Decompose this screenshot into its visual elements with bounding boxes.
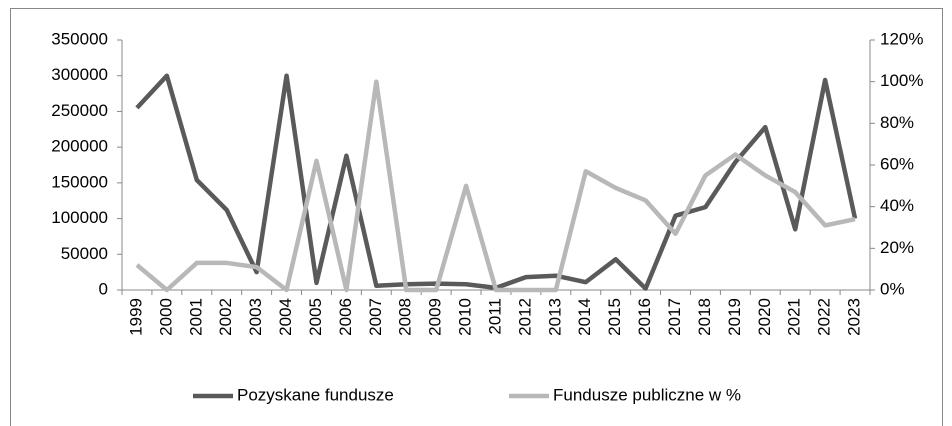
x-tick-label: 2019 bbox=[725, 298, 744, 336]
y-tick-label: 250000 bbox=[51, 101, 108, 120]
x-tick-label: 2021 bbox=[785, 298, 804, 336]
x-tick-label: 2020 bbox=[755, 298, 774, 336]
x-tick-label: 2012 bbox=[515, 298, 534, 336]
y2-tick-label: 80% bbox=[880, 113, 914, 132]
x-tick-label: 2013 bbox=[545, 298, 564, 336]
x-tick-label: 2004 bbox=[276, 298, 295, 336]
y-tick-label: 150000 bbox=[51, 172, 108, 191]
legend-label: Pozyskane fundusze bbox=[237, 385, 394, 404]
y2-tick-label: 40% bbox=[880, 196, 914, 215]
x-tick-label: 2015 bbox=[605, 298, 624, 336]
x-tick-label: 2005 bbox=[306, 298, 325, 336]
x-tick-label: 2023 bbox=[845, 298, 864, 336]
y-tick-label: 200000 bbox=[51, 137, 108, 156]
x-tick-label: 2007 bbox=[366, 298, 385, 336]
x-tick-label: 2000 bbox=[156, 298, 175, 336]
y2-tick-label: 60% bbox=[880, 154, 914, 173]
y-tick-label: 350000 bbox=[51, 29, 108, 48]
y2-tick-label: 120% bbox=[880, 29, 923, 48]
x-tick-label: 2011 bbox=[485, 298, 504, 335]
x-tick-label: 2018 bbox=[695, 298, 714, 336]
x-tick-label: 2003 bbox=[246, 298, 265, 336]
y2-tick-label: 0% bbox=[880, 279, 905, 298]
series-line bbox=[135, 79, 856, 293]
x-tick-label: 2002 bbox=[216, 298, 235, 336]
legend-label: Fundusze publiczne w % bbox=[553, 385, 741, 404]
series-line bbox=[135, 73, 858, 291]
x-tick-label: 2017 bbox=[665, 298, 684, 336]
y2-tick-label: 100% bbox=[880, 71, 923, 90]
x-tick-label: 2006 bbox=[336, 298, 355, 336]
y2-tick-label: 20% bbox=[880, 238, 914, 257]
y-tick-label: 100000 bbox=[51, 208, 108, 227]
y-tick-label: 50000 bbox=[61, 244, 108, 263]
x-tick-label: 1999 bbox=[126, 298, 145, 336]
y-tick-label: 0 bbox=[99, 279, 108, 298]
y-tick-label: 300000 bbox=[51, 65, 108, 84]
x-tick-label: 2022 bbox=[815, 298, 834, 336]
x-tick-label: 2001 bbox=[186, 298, 205, 336]
x-tick-label: 2010 bbox=[456, 298, 475, 336]
x-tick-label: 2008 bbox=[396, 298, 415, 336]
x-tick-label: 2016 bbox=[635, 298, 654, 336]
chart-frame bbox=[10, 8, 943, 426]
x-tick-label: 2014 bbox=[575, 298, 594, 336]
x-tick-label: 2009 bbox=[426, 298, 445, 336]
